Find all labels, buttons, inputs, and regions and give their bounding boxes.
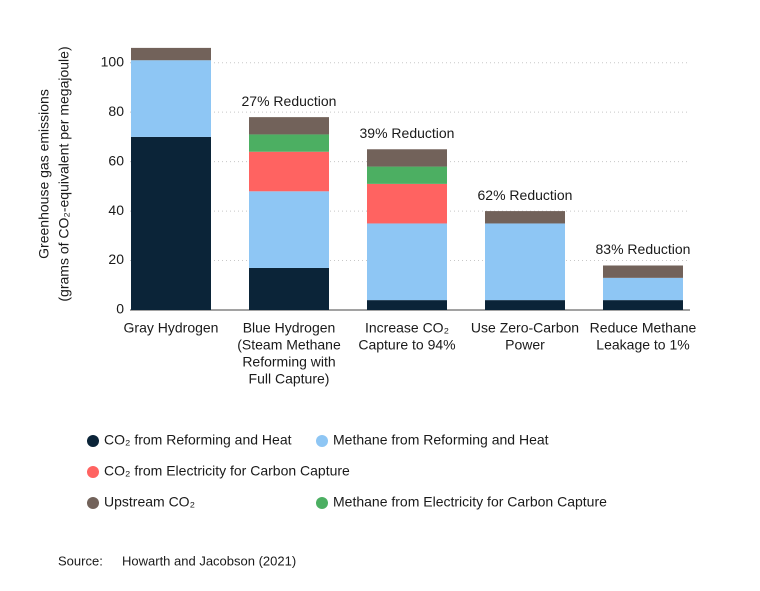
y-tick-label: 20: [108, 251, 124, 267]
bar-segment: [131, 47, 211, 61]
x-tick-label: Leakage to 1%: [596, 337, 689, 353]
x-tick-label: Power: [505, 337, 545, 353]
x-tick-label: Gray Hydrogen: [124, 320, 219, 336]
source-label: Source:: [58, 553, 103, 568]
bar-segment: [603, 277, 683, 301]
bar-segment: [485, 223, 565, 301]
bar-segment: [249, 191, 329, 268]
bar-segment: [131, 60, 211, 137]
x-tick-label: (Steam Methane: [237, 337, 341, 353]
y-tick-label: 0: [116, 301, 124, 317]
bar-segment: [603, 265, 683, 278]
bar-segment: [249, 117, 329, 135]
legend-marker: [316, 435, 328, 447]
bar-segment: [367, 223, 447, 301]
bar-segment: [249, 151, 329, 192]
x-tick-label: Reduce Methane: [590, 320, 697, 336]
legend-marker: [316, 497, 328, 509]
legend-label: Methane from Electricity for Carbon Capt…: [333, 494, 607, 510]
legend-label: CO₂ from Electricity for Carbon Capture: [104, 463, 350, 479]
bar-segment: [367, 166, 447, 184]
y-axis-label: (grams of CO₂-equivalent per megajoule): [56, 46, 72, 301]
legend-marker: [87, 435, 99, 447]
x-tick-label: Increase CO₂: [365, 320, 449, 336]
annotation: 27% Reduction: [242, 93, 337, 109]
bar-segment: [603, 300, 683, 310]
annotation: 83% Reduction: [596, 241, 691, 257]
x-tick-label: Use Zero-Carbon: [471, 320, 579, 336]
bar-segment: [485, 300, 565, 310]
bar-segment: [249, 267, 329, 310]
legend-label: Methane from Reforming and Heat: [333, 432, 549, 448]
bar-segment: [485, 211, 565, 224]
x-tick-label: Blue Hydrogen: [243, 320, 336, 336]
bar-segment: [131, 136, 211, 310]
annotation: 39% Reduction: [360, 125, 455, 141]
bar-segment: [367, 300, 447, 310]
annotation: 62% Reduction: [478, 187, 573, 203]
legend-label: CO₂ from Reforming and Heat: [104, 432, 292, 448]
x-tick-label: Capture to 94%: [358, 337, 455, 353]
bar-segment: [249, 134, 329, 152]
bar-segment: [367, 149, 447, 167]
x-tick-label: Full Capture): [249, 371, 330, 387]
legend-marker: [87, 466, 99, 478]
x-tick-label: Reforming with: [242, 354, 335, 370]
y-axis-label: Greenhouse gas emissions: [36, 89, 52, 259]
y-tick-label: 100: [101, 53, 125, 69]
bar-segment: [367, 183, 447, 224]
y-tick-label: 40: [108, 202, 124, 218]
y-tick-label: 60: [108, 152, 124, 168]
legend-label: Upstream CO₂: [104, 494, 195, 510]
source-text: Howarth and Jacobson (2021): [122, 553, 296, 568]
y-tick-label: 80: [108, 103, 124, 119]
legend-marker: [87, 497, 99, 509]
